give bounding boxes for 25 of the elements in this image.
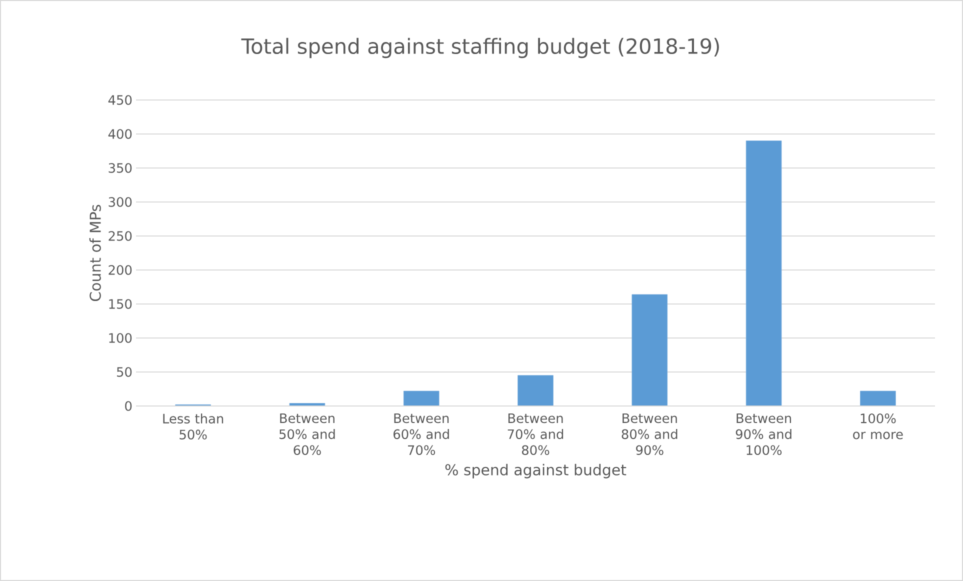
y-tick-label: 250 [108, 231, 132, 241]
y-axis-title: Count of MPs [89, 204, 101, 301]
y-tick-label: 150 [109, 299, 132, 309]
y-tick-label: 350 [108, 163, 132, 173]
chart-title: Total spend against staffing budget (2018-19) [241, 38, 719, 58]
x-tick-label: 100% or more [853, 414, 903, 440]
bar [860, 390, 896, 406]
y-tick-label: 300 [108, 197, 132, 207]
y-tick-label: 0 [125, 401, 132, 411]
y-tick-label: 200 [108, 265, 132, 275]
bar [518, 375, 554, 406]
y-tick-label: 400 [108, 129, 132, 139]
bar [403, 390, 440, 406]
x-tick-label: Between 50% and 60% [279, 414, 335, 456]
x-tick-label: Between 70% and 80% [508, 414, 564, 456]
x-tick-label: Less than 50% [163, 414, 224, 440]
x-axis-title: % spend against budget [445, 464, 626, 478]
y-tick-label: 50 [117, 367, 132, 377]
x-tick-label: Between 80% and 90% [622, 414, 678, 456]
x-tick-label: Between 90% and 100% [736, 414, 792, 456]
bar [632, 294, 668, 406]
y-tick-label: 100 [109, 333, 132, 343]
bar [746, 140, 782, 406]
x-tick-label: Between 60% and 70% [394, 414, 449, 456]
y-tick-label: 450 [108, 95, 132, 105]
